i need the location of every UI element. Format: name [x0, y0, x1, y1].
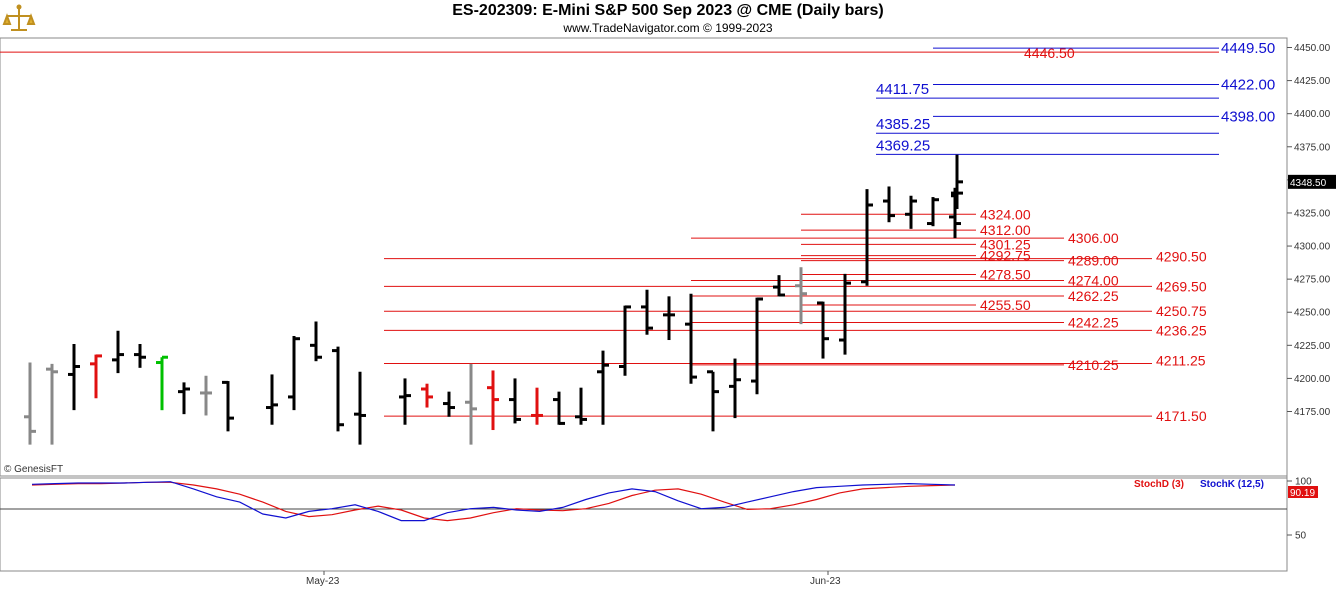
price-tick-label: 4250.00: [1294, 308, 1331, 319]
genesis-logo-icon: [2, 2, 36, 36]
stoch-last-box: [1288, 486, 1318, 498]
blue-level-label: 4398.00: [1221, 108, 1275, 125]
stoch-last-label: 90.19: [1290, 488, 1315, 499]
price-bars: [24, 154, 963, 445]
red-level-label: 4255.50: [980, 297, 1031, 313]
red-level-label: 4301.25: [980, 236, 1031, 252]
price-tick-label: 4175.00: [1294, 407, 1331, 418]
red-level-label: 4262.25: [1068, 288, 1119, 304]
date-tick-label: May-23: [306, 576, 340, 587]
price-tick-label: 4450.00: [1294, 43, 1331, 54]
price-tick-label: 4300.00: [1294, 242, 1331, 253]
red-level-label: 4292.75: [980, 248, 1031, 264]
red-level-label: 4250.75: [1156, 303, 1207, 319]
red-level-label: 4290.50: [1156, 249, 1207, 265]
blue-level-label: 4449.50: [1221, 40, 1275, 57]
blue-level-label: 4411.75: [876, 81, 929, 98]
red-level-label: 4324.00: [980, 206, 1031, 222]
price-tick-label: 4400.00: [1294, 109, 1331, 120]
chart-frame: [0, 37, 1288, 572]
price-tick-label: 4200.00: [1294, 374, 1331, 385]
red-level-label: 4210.25: [1068, 357, 1119, 373]
red-level-label: 4289.00: [1068, 253, 1119, 269]
chart-header: ES-202309: E-Mini S&P 500 Sep 2023 @ CME…: [0, 0, 1336, 38]
red-level-label: 4312.00: [980, 222, 1031, 238]
red-level-label: 4269.50: [1156, 278, 1207, 294]
red-level-label: 4242.25: [1068, 314, 1119, 330]
stoch-tick-label: 50: [1295, 531, 1307, 542]
price-tick-label: 4275.00: [1294, 275, 1331, 286]
chart-subtitle: www.TradeNavigator.com © 1999-2023: [563, 21, 773, 35]
price-panel: [0, 37, 1288, 477]
chart-title: ES-202309: E-Mini S&P 500 Sep 2023 @ CME…: [452, 2, 884, 19]
stoch-tick-label: 100: [1295, 477, 1312, 488]
price-tick-label: 4375.00: [1294, 142, 1331, 153]
stochastic-panel: 100 50 90.19 StochD (3) StochK (12,5): [31, 477, 1318, 542]
red-level-label: 4171.50: [1156, 408, 1207, 424]
blue-level-label: 4422.00: [1221, 77, 1275, 94]
price-tick-label: 4325.00: [1294, 208, 1331, 219]
stochD-line: [31, 481, 956, 522]
blue-level-label: 4369.25: [876, 137, 930, 154]
last-price-label: 4348.50: [1290, 178, 1327, 189]
red-level-label: 4274.00: [1068, 272, 1119, 288]
last-price-box: [1288, 174, 1336, 189]
red-level-label: 4236.25: [1156, 322, 1207, 338]
red-level-label: 4278.50: [980, 267, 1031, 283]
price-tick-label: 4425.00: [1294, 76, 1331, 87]
red-level-label: 4306.00: [1068, 230, 1119, 246]
blue-level-label: 4385.25: [876, 116, 930, 133]
stoch-panel: [0, 477, 1288, 572]
date-axis: May-23 Jun-23: [306, 571, 841, 587]
watermark: © GenesisFT: [4, 464, 63, 475]
price-axis: 4450.004425.004400.004375.004350.004325.…: [1287, 43, 1336, 418]
stochK-line: [31, 481, 956, 522]
red-level-label: 4446.50: [1024, 45, 1075, 61]
stochK-legend: StochK (12,5): [1200, 479, 1264, 490]
price-tick-label: 4225.00: [1294, 341, 1331, 352]
red-level-label: 4211.25: [1156, 353, 1206, 369]
stochD-legend: StochD (3): [1134, 479, 1184, 490]
date-tick-label: Jun-23: [810, 576, 841, 587]
